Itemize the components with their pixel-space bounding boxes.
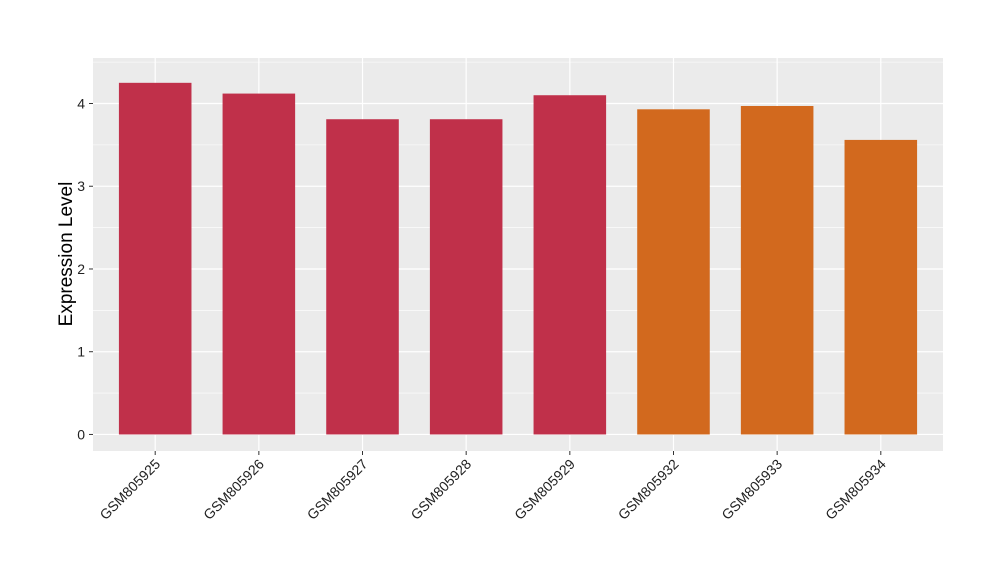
y-tick-label: 2 [77,261,85,277]
x-tick-label: GSM805925 [96,456,163,523]
y-axis: 0 1 2 3 4 [77,96,93,442]
y-tick-label: 0 [77,426,85,442]
bar [740,105,814,435]
plot-panel [93,58,943,451]
x-tick-label: GSM805927 [304,456,371,523]
bar [844,139,918,435]
bar [429,119,503,435]
y-tick-label: 4 [77,96,85,112]
y-axis-title: Expression Level [56,182,77,327]
bar [222,93,296,435]
x-tick-label: GSM805928 [407,456,474,523]
x-tick-label: GSM805934 [822,456,889,523]
x-tick-label: GSM805926 [200,456,267,523]
y-tick-label: 3 [77,178,85,194]
bars-group [118,82,918,435]
y-tick-label: 1 [77,344,85,360]
bar [533,95,607,435]
x-tick-label: GSM805929 [511,456,578,523]
x-tick-label: GSM805932 [615,456,682,523]
x-tick-label: GSM805933 [718,456,785,523]
bar [637,109,710,435]
x-axis: GSM805925 GSM805926 GSM805927 GSM805928 GSM8… [96,451,889,523]
bar [326,119,399,435]
bar [118,82,192,435]
